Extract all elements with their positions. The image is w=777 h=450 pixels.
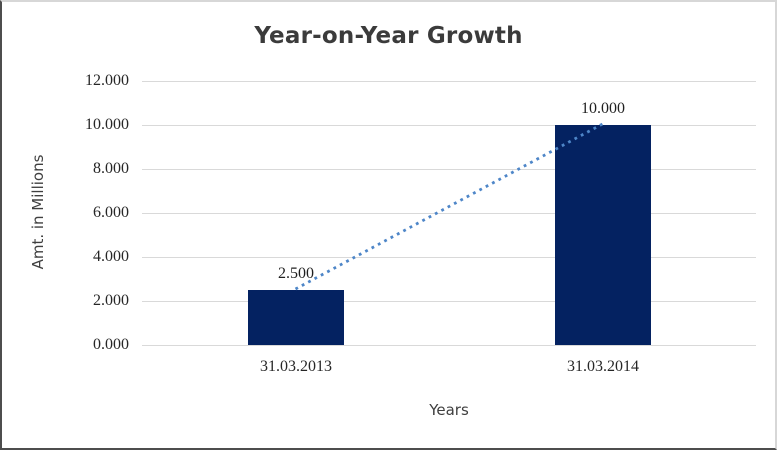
gridline bbox=[142, 169, 756, 170]
data-label: 2.500 bbox=[278, 265, 314, 282]
gridline bbox=[142, 345, 756, 346]
bar bbox=[248, 290, 344, 345]
gridline bbox=[142, 257, 756, 258]
y-tick-label: 10.000 bbox=[85, 116, 129, 133]
gridline bbox=[142, 125, 756, 126]
gridline bbox=[142, 213, 756, 214]
x-axis-category-labels: 31.03.2013 31.03.2014 bbox=[142, 358, 756, 380]
y-tick-label: 4.000 bbox=[93, 248, 129, 265]
y-tick-label: 8.000 bbox=[93, 160, 129, 177]
plot-area: 2.500 10.000 bbox=[142, 81, 756, 346]
x-axis-title: Years bbox=[429, 401, 469, 419]
data-label: 10.000 bbox=[581, 100, 625, 117]
y-axis-tick-labels: 12.000 10.000 8.000 6.000 4.000 2.000 0.000 bbox=[2, 72, 129, 353]
gridline bbox=[142, 81, 756, 82]
trendline bbox=[294, 122, 604, 291]
y-tick-label: 6.000 bbox=[93, 204, 129, 221]
y-tick-label: 2.000 bbox=[93, 292, 129, 309]
chart-title: Year-on-Year Growth bbox=[254, 23, 523, 49]
x-category-label: 31.03.2013 bbox=[260, 358, 332, 375]
y-tick-label: 12.000 bbox=[85, 72, 129, 89]
gridline bbox=[142, 301, 756, 302]
trendline-segment bbox=[294, 122, 604, 291]
y-tick-label: 0.000 bbox=[93, 336, 129, 353]
x-category-label: 31.03.2014 bbox=[567, 358, 639, 375]
bar bbox=[555, 125, 651, 345]
